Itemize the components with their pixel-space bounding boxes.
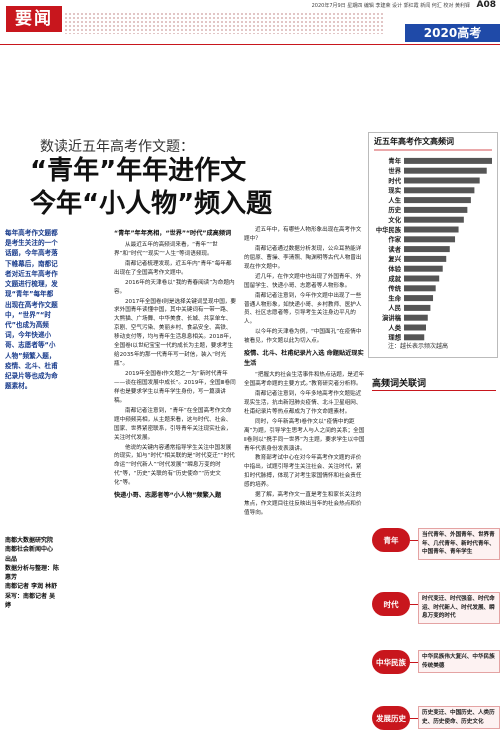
paragraph: 南都记者通过数据分析发现，公众耳熟能详的屈原、曹操、李清照、陶渊明等古代人物曾出… (244, 245, 362, 270)
headline: “青年”年年进作文 (30, 156, 247, 186)
terms: 当代青年、外国青年、世界青年、几代青年、新时代青年、中国青年、青年学生 (418, 528, 500, 560)
bar (404, 324, 426, 331)
bar (404, 334, 425, 341)
bar (404, 285, 436, 292)
paragraph: 据了解，高考作文一直是考生和家长关注的焦点，作文题目往往反映出当年的社会热点和价… (244, 492, 362, 517)
keyword: 发展历史 (372, 706, 410, 730)
bar (404, 177, 480, 184)
chart-note: 注：越长表示频次越高 (388, 342, 448, 350)
paragraph: 以今年的天津卷为例，“中国面孔”在疫情中被看见，作文题以此为切入点。 (244, 329, 362, 345)
bar (404, 187, 475, 194)
bar-label: 读者 (388, 244, 401, 253)
bar-label: 人类 (388, 323, 401, 332)
bar (404, 206, 468, 213)
bar-label: 世界 (388, 166, 401, 175)
bar-label: 时代 (388, 176, 401, 185)
terms: 历史变迁、中国历史、人类历史、历史使命、历史文化 (418, 706, 500, 730)
bar-label: 青年 (388, 156, 401, 165)
bar-label: 人民 (388, 304, 401, 312)
bar (404, 197, 471, 204)
bar (404, 226, 459, 233)
paragraph: 2016年的天津卷以“我的青春阅读”为命题内容。 (114, 279, 235, 295)
keyword: 中华民族 (372, 650, 410, 674)
paragraph: “把握大的社会生活事件和热点话题，是近年全国高考命题的主要方式。”教育研究者分析… (244, 372, 365, 387)
lead: 每年高考作文题都是考生关注的一个话题，今年高考落下帷幕后，南都记者对近五年高考作… (5, 229, 58, 391)
bar-label: 理想 (388, 333, 401, 342)
bar-label: 演讲稿 (382, 313, 402, 322)
byline: 南都大数据研究院 南都社会新闻中心 出品 数据分析与整理：陈惠芳 南都记者 李润 林舒采… (5, 536, 59, 610)
paragraph: 南都记者注意到，今年作文题中出现了一些普通人物形象，如快递小哥、乡村教师、医护人… (244, 292, 362, 326)
byline-line: 数据分析与整理：陈惠芳 (5, 564, 60, 582)
paragraph: 近五年中，有哪些人物形象出现在高考作文题中？ (244, 227, 362, 242)
bar (404, 246, 450, 253)
bar-label: 历史 (388, 205, 401, 214)
connector (410, 604, 418, 605)
keyword: 时代 (372, 592, 410, 616)
bar-label: 现实 (388, 186, 401, 195)
terms: 时代变迁、时代强音、时代命运、时代新人、时代发展、瞬息万变的时代 (418, 592, 500, 624)
subheading: 快递小哥、志愿者等“小人物”频繁入题 (114, 492, 222, 500)
bar-label: 复兴 (387, 254, 401, 263)
kicker: 数读近五年高考作文题： (40, 139, 194, 155)
bar-label: 体验 (388, 264, 401, 273)
subheading: “青年”年年亮相，“世界”“时代”成高频词 (114, 230, 232, 237)
paragraph: 他说的关键内容通常指导学生关注中国发展的现实，如与“时代”相关联的是“时代变迁”… (114, 444, 235, 487)
dot-pattern (64, 12, 384, 34)
bar-label: 作家 (388, 235, 401, 244)
bar (404, 167, 487, 174)
paragraph: 同时，今年新高考Ⅰ卷作文以“疫情中的距离”为题，引导学生思考人与人之间的关系；全… (244, 418, 365, 452)
banner: 2020高考 (405, 24, 500, 42)
bar (404, 295, 434, 302)
bar-label: 传统 (387, 284, 401, 293)
page-number: A08 (476, 0, 497, 10)
bar-label: 成就 (388, 274, 401, 283)
paragraph: 从最近五年的高频词来看，“青年”“世界”和“时代”“现实”“人生”等词语频现。 (114, 241, 218, 257)
paragraph: 教育部考试中心在对今年高考作文题的评价中指出，试题引导考生关注社会、关注时代，紧… (244, 455, 362, 489)
byline-line: 南都大数据研究院 (5, 537, 54, 544)
connector (410, 662, 418, 663)
rule (372, 390, 496, 391)
bar (404, 314, 428, 321)
bar (404, 236, 456, 243)
section-title: 高频词关联词 (372, 379, 427, 389)
paragraph: 2017年全国卷Ⅰ则是选择关键词呈现中国，要求外国青年读懂中国，其中关键词有一带… (114, 298, 236, 368)
bar (404, 157, 492, 164)
bar (404, 255, 447, 262)
chart-title: 近五年高考作文高频词 (374, 136, 454, 146)
chart-frame (368, 132, 498, 358)
paragraph: 南都记者注意到，今年多地高考作文题贴近现实生活，抗击新冠肺炎疫情、北斗卫星组网、… (244, 390, 362, 415)
paragraph: 南都记者注意到，“青年”在全国高考作文命题中频频亮相，从主题来看，这与时代、社会… (114, 407, 232, 441)
byline-line: 采写：南都记者 吴婷 (5, 592, 56, 610)
connector (410, 718, 418, 719)
byline-line: 南都社会新闻中心 (5, 546, 54, 554)
bar-label: 人生 (388, 195, 401, 204)
paragraph: 近几年，在作文题中也出现了外国青年、外国留学生、快递小哥、志愿者等人物形象。 (244, 273, 362, 289)
subheading: 疫情、北斗、杜甫纪录片入选 命题贴近现实生活 (244, 350, 364, 368)
bar (404, 216, 464, 223)
bar-label: 文化 (388, 215, 401, 224)
bar-label: 中华民族 (376, 225, 402, 234)
keyword: 青年 (372, 528, 410, 552)
connector (410, 540, 418, 541)
bar (404, 275, 440, 282)
date-line: 2020年7月9日 星期四 编辑 李建荣 设计 郭红霞 新闻 何汇 校对 黄利铎 (311, 3, 470, 9)
section-label: 要闻 (6, 6, 62, 32)
bar-label: 生命 (388, 293, 401, 302)
headline: 今年“小人物”频入题 (30, 189, 273, 219)
article-body: “青年”年年亮相，“世界”“时代”成高频词从最近五年的高频词来看，“青年”“世界… (114, 226, 366, 744)
terms: 中华民族伟大复兴、中华民族传统美德 (418, 650, 500, 674)
paragraph: 南都记者梳理发现，近五年内“青年”每年都出现在了全国高考作文题中。 (114, 260, 232, 276)
paragraph: 2019年全国卷Ⅰ作文题之一为“新时代青年——谈在祖国发展中成长”。2019年，… (114, 371, 236, 404)
bar (404, 304, 431, 311)
rule (0, 44, 500, 45)
chart: 近五年高考作文高频词 青年世界时代现实人生历史文化中华民族作家读者复兴体验成就传… (368, 132, 498, 358)
bar (404, 265, 443, 272)
byline-line: 南都记者 李润 林舒 (5, 583, 58, 591)
byline-line: 出品 (5, 555, 18, 563)
